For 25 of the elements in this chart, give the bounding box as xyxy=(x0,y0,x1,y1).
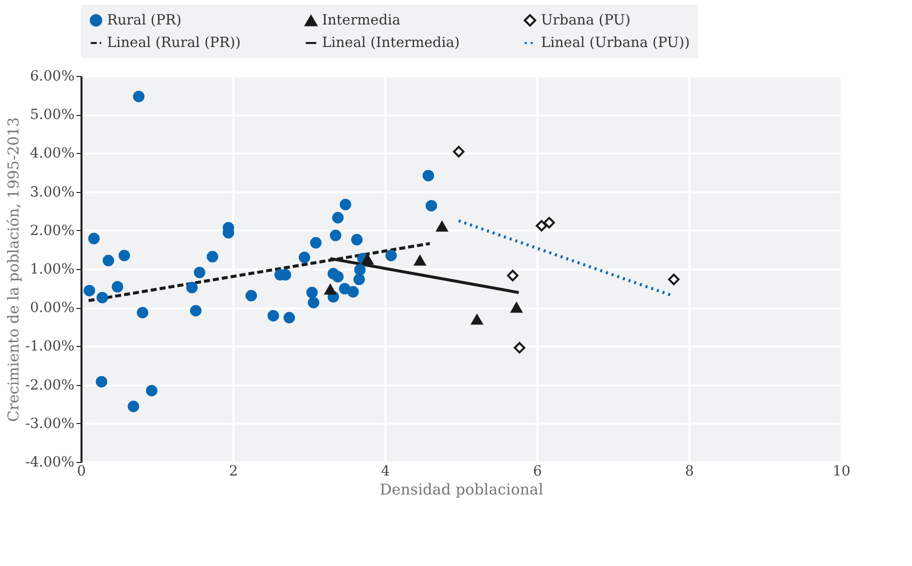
y-tick-label: -3.00% xyxy=(25,416,74,432)
y-tick-label: 2.00% xyxy=(30,222,74,239)
x-tick-label: 4 xyxy=(381,464,390,480)
y-tick-label: 5.00% xyxy=(30,107,74,124)
y-tick-label: 4.00% xyxy=(30,146,74,162)
x-axis-title: Densidad poblacional xyxy=(380,480,544,498)
legend-label: Lineal (Intermedia) xyxy=(322,35,460,51)
legend-label: Lineal (Urbana (PU)) xyxy=(541,35,690,51)
y-tick-label: -2.00% xyxy=(25,377,74,394)
legend-label: Urbana (PU) xyxy=(541,12,631,28)
x-tick-label: 0 xyxy=(77,464,86,480)
x-tick-label: 10 xyxy=(832,464,850,480)
y-tick-label: 3.00% xyxy=(30,184,74,200)
y-tick-label: 0.00% xyxy=(30,300,74,316)
y-axis-title: Crecimiento de la población, 1995-2013 xyxy=(4,117,22,422)
legend-label: Rural (PR) xyxy=(107,12,182,28)
y-tick-label: 1.00% xyxy=(30,262,74,278)
x-tick-label: 8 xyxy=(685,464,694,480)
y-tick-label: -1.00% xyxy=(25,338,74,355)
x-tick-label: 6 xyxy=(533,464,542,480)
legend-label: Lineal (Rural (PR)) xyxy=(107,35,241,51)
y-tick-label: 6.00% xyxy=(30,68,74,84)
x-tick-label: 2 xyxy=(229,464,238,480)
legend-label: Intermedia xyxy=(322,12,400,29)
y-tick-label: -4.00% xyxy=(25,454,74,470)
